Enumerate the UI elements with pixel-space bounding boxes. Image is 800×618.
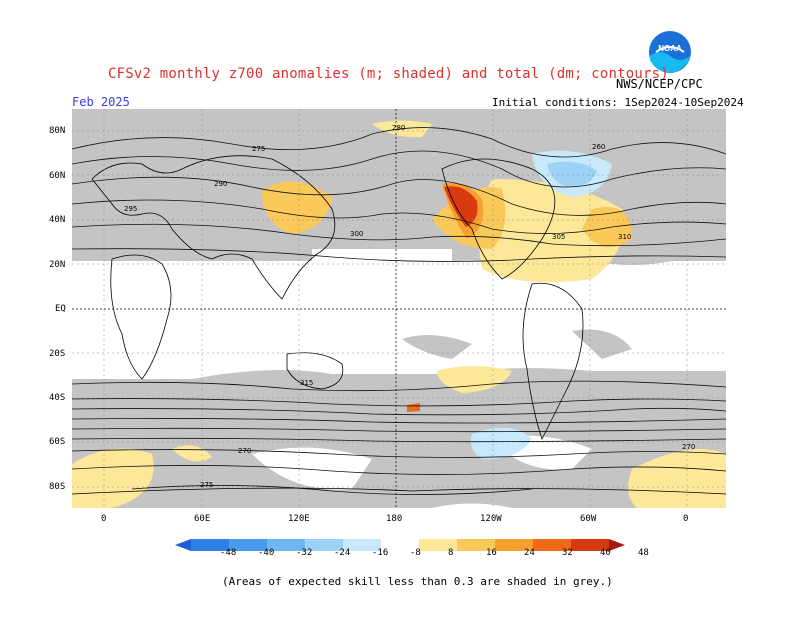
colorbar-tick-label: -16 (372, 548, 389, 558)
svg-text:300: 300 (350, 230, 363, 238)
lon-label: 60E (194, 514, 211, 524)
lat-label: 40S (49, 393, 66, 403)
lon-label: 180 (386, 514, 403, 524)
lat-label: 20N (49, 260, 66, 270)
lon-label: 120W (480, 514, 502, 524)
lat-label: 20S (49, 349, 66, 359)
colorbar-segment (305, 539, 343, 551)
anomaly-map: 280 290 295 300 305 310 315 275 270 270 … (71, 109, 727, 508)
colorbar-tick-label: -24 (334, 548, 351, 558)
skill-footnote: (Areas of expected skill less than 0.3 a… (222, 575, 613, 588)
colorbar-segment (495, 539, 533, 551)
svg-text:275: 275 (252, 145, 265, 153)
lat-label: 60N (49, 171, 66, 181)
colorbar-tick-label: -40 (258, 548, 275, 558)
colorbar-segment (191, 539, 229, 551)
svg-text:315: 315 (300, 379, 313, 387)
colorbar-tick-label: -32 (296, 548, 313, 558)
svg-text:310: 310 (618, 233, 631, 241)
colorbar-tick-label: 16 (486, 548, 497, 558)
grid-lines (72, 109, 726, 508)
lon-label: 120E (288, 514, 310, 524)
colorbar-tick-label: 8 (448, 548, 454, 558)
svg-text:295: 295 (124, 205, 137, 213)
svg-text:270: 270 (682, 443, 695, 451)
map-title: CFSv2 monthly z700 anomalies (m; shaded)… (108, 66, 669, 82)
svg-text:305: 305 (552, 233, 565, 241)
low-skill-shading (72, 109, 726, 508)
initial-conditions: Initial conditions: 1Sep2024-10Sep2024 (492, 96, 744, 109)
lat-label: 80N (49, 126, 66, 136)
colorbar-segment (533, 539, 571, 551)
colorbar-segment (571, 539, 609, 551)
positive-anomalies (72, 120, 726, 508)
svg-text:290: 290 (214, 180, 227, 188)
lat-label: 80S (49, 482, 66, 492)
colorbar-segment (457, 539, 495, 551)
logo-text: NOAA (658, 44, 682, 53)
colorbar-segment (609, 539, 625, 551)
svg-text:280: 280 (392, 124, 405, 132)
colorbar-tick-label: 48 (638, 548, 649, 558)
anomaly-colorbar (175, 536, 625, 551)
colorbar-tick-label: 24 (524, 548, 535, 558)
colorbar-segment (381, 539, 419, 551)
colorbar-segment (343, 539, 381, 551)
lat-label: 40N (49, 215, 66, 225)
colorbar-tick-label: 40 (600, 548, 611, 558)
lat-label: 60S (49, 437, 66, 447)
colorbar-tick-label: -48 (220, 548, 237, 558)
lat-label: EQ (55, 304, 66, 314)
lon-label: 60W (580, 514, 597, 524)
noaa-logo: NOAA (648, 30, 692, 74)
svg-text:275: 275 (200, 481, 213, 489)
colorbar-segment (419, 539, 457, 551)
colorbar-segment (175, 539, 191, 551)
contour-labels: 280 290 295 300 305 310 315 275 270 270 … (124, 124, 695, 489)
svg-text:270: 270 (238, 447, 251, 455)
negative-anomalies (470, 150, 612, 460)
colorbar-tick-label: 32 (562, 548, 573, 558)
lon-label: 0 (683, 514, 689, 524)
svg-text:260: 260 (592, 143, 605, 151)
height-contours (71, 127, 727, 495)
forecast-month: Feb 2025 (72, 95, 130, 109)
colorbar-segment (229, 539, 267, 551)
agency-label: NWS/NCEP/CPC (616, 77, 703, 91)
colorbar-segment (267, 539, 305, 551)
lon-label: 0 (101, 514, 107, 524)
colorbar-tick-label: -8 (410, 548, 421, 558)
